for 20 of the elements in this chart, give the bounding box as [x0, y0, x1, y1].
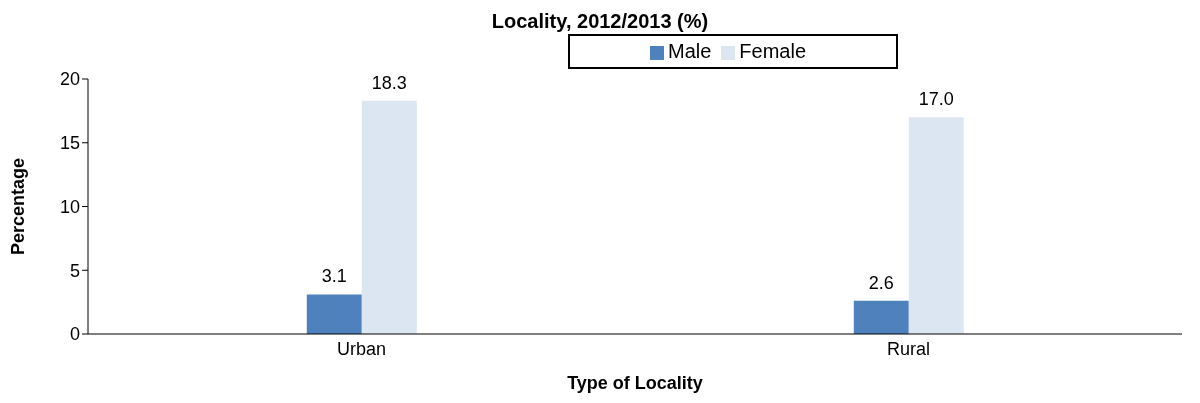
y-tick-label: 5	[69, 260, 80, 281]
legend-label: Female	[739, 40, 807, 62]
y-axis-title: Percentage	[8, 157, 29, 256]
chart-title: Locality, 2012/2013 (%)	[490, 9, 710, 34]
x-tick-label: Rural	[886, 338, 931, 359]
data-label: 2.6	[868, 272, 894, 293]
data-label: 17.0	[918, 89, 954, 110]
bar	[361, 100, 417, 334]
y-tick-label: 20	[59, 69, 80, 90]
x-tick-label: Urban	[336, 338, 387, 359]
y-tick-label: 15	[59, 133, 80, 154]
x-axis-title: Type of Locality	[567, 373, 703, 393]
y-tick-label: 10	[59, 196, 80, 217]
bar	[306, 294, 362, 334]
y-tick-label: 0	[69, 324, 80, 345]
legend-label: Male	[667, 40, 712, 62]
bar	[853, 300, 909, 334]
data-label: 3.1	[321, 266, 347, 287]
data-label: 18.3	[371, 72, 407, 93]
bar	[908, 117, 964, 334]
